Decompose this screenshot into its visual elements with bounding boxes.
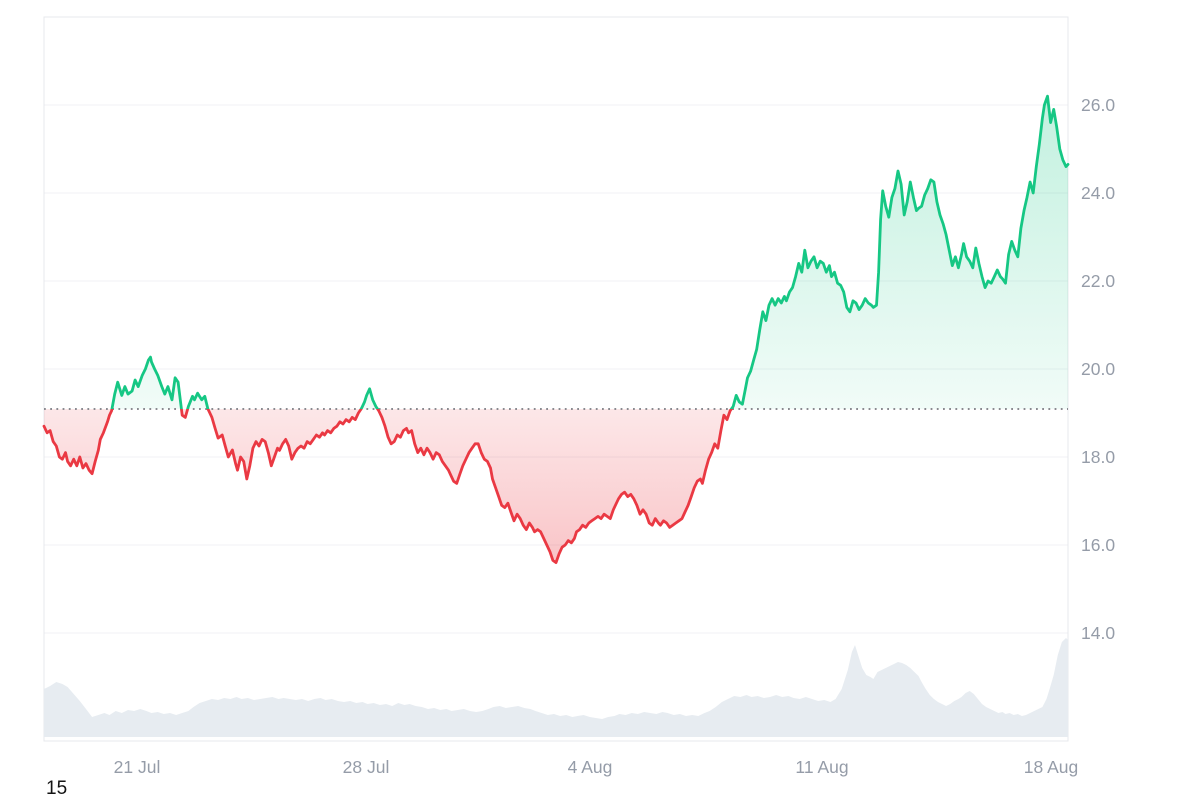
partial-cropped-text: 15 [46,778,68,799]
y-axis-label: 24.0 [1081,183,1116,203]
x-axis-label: 18 Aug [1023,757,1079,777]
x-axis-label: 11 Aug [795,757,849,777]
y-axis-label: 26.0 [1081,95,1116,115]
y-axis-label: 22.0 [1081,271,1116,291]
y-axis-label: 14.0 [1081,623,1116,643]
y-axis-label: 18.0 [1081,447,1116,467]
y-axis-label: 20.0 [1081,359,1116,379]
x-axis-label: 28 Jul [342,757,390,777]
x-axis-label: 4 Aug [567,757,613,777]
y-axis-label: 16.0 [1081,535,1116,555]
x-axis-label: 21 Jul [113,757,161,777]
